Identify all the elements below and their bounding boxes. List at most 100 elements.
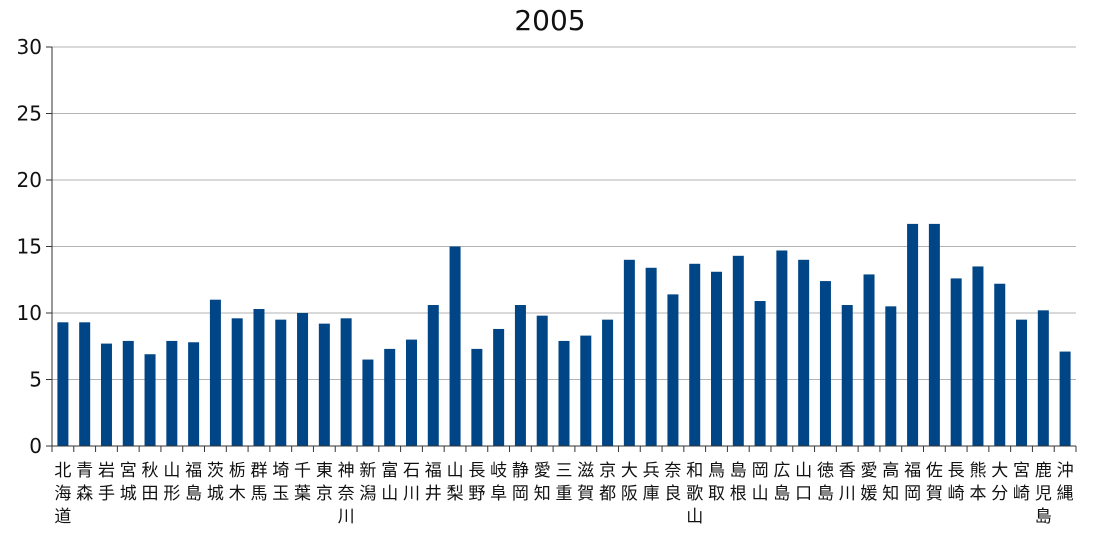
bar [275, 319, 287, 446]
x-tick-label: 宮城 [120, 461, 137, 504]
bar [384, 348, 396, 446]
bar [928, 223, 940, 446]
y-tick-label: 5 [29, 368, 42, 392]
x-tick-label: 山形 [163, 461, 180, 504]
x-tick-label: 長崎 [948, 461, 965, 504]
bar [427, 305, 439, 446]
x-tick-label: 宮崎 [1013, 461, 1030, 504]
x-tick-label: 東京 [316, 461, 333, 504]
y-tick-label: 25 [17, 102, 42, 126]
bar [994, 283, 1006, 446]
bar [558, 340, 570, 446]
x-tick-label: 福島 [185, 461, 202, 504]
bar [950, 278, 962, 446]
x-tick-label: 沖縄 [1057, 461, 1074, 504]
x-tick-label: 静岡 [512, 461, 529, 504]
bar [340, 318, 352, 446]
y-tick-label: 20 [17, 168, 42, 192]
bar [166, 340, 178, 446]
x-tick-label: 長野 [468, 461, 485, 504]
y-tick-label: 30 [17, 35, 42, 59]
x-tick-label: 鹿児島 [1035, 461, 1052, 527]
bar [580, 335, 592, 446]
bar [907, 223, 919, 446]
bar [863, 274, 875, 446]
bar [1016, 319, 1028, 446]
chart-title: 2005 [514, 4, 586, 37]
y-tick-label: 10 [17, 301, 42, 325]
x-tick-label: 兵庫 [643, 461, 660, 504]
x-tick-label: 広島 [773, 461, 790, 504]
bar [1037, 310, 1049, 446]
bar [449, 246, 461, 446]
x-tick-label: 栃木 [229, 461, 246, 504]
x-tick-label: 愛知 [534, 461, 551, 504]
x-tick-label: 秋田 [142, 461, 159, 504]
bar [79, 322, 91, 446]
bar [841, 305, 853, 446]
bar [297, 313, 309, 446]
x-tick-label: 三重 [556, 461, 573, 504]
x-tick-label: 鳥取 [708, 461, 725, 504]
x-tick-label: 富山 [381, 461, 398, 504]
x-tick-label: 滋賀 [577, 461, 594, 504]
x-tick-label: 石川 [403, 461, 420, 504]
x-tick-label: 熊本 [969, 461, 986, 504]
x-tick-label: 香川 [839, 461, 856, 504]
bar [602, 319, 614, 446]
x-tick-label: 大分 [991, 461, 1008, 504]
bar [493, 328, 505, 446]
x-tick-label: 群馬 [250, 461, 267, 504]
bar [536, 315, 548, 446]
x-tick-label: 神奈川 [338, 461, 355, 527]
bar [100, 343, 112, 446]
bar [231, 318, 243, 446]
x-tick-label: 青森 [76, 461, 93, 504]
x-tick-label: 和歌山 [686, 461, 703, 527]
x-tick-label: 佐賀 [926, 461, 943, 504]
bar [972, 266, 984, 446]
x-tick-label: 岐阜 [490, 461, 507, 504]
x-tick-label: 岩手 [98, 461, 115, 504]
bar [623, 259, 635, 446]
x-tick-label: 福井 [425, 461, 442, 504]
bar [209, 299, 221, 446]
x-tick-label: 茨城 [207, 461, 224, 504]
y-tick-label: 15 [17, 235, 42, 259]
x-tick-label: 山梨 [447, 461, 464, 504]
x-tick-label: 北海道 [54, 461, 71, 527]
x-tick-label: 埼玉 [272, 461, 289, 504]
bar [798, 259, 810, 446]
bar [689, 263, 701, 446]
bar [514, 305, 526, 446]
bar [711, 271, 723, 446]
bar [471, 348, 483, 446]
x-tick-label: 京都 [599, 461, 616, 504]
bar [405, 339, 417, 446]
bar [122, 340, 134, 446]
x-tick-label: 大阪 [621, 461, 638, 504]
bar [667, 294, 679, 446]
bar [253, 309, 265, 446]
bar [819, 281, 831, 446]
x-tick-label: 新潟 [359, 461, 376, 504]
x-tick-label: 高知 [882, 461, 899, 504]
bar [645, 267, 657, 446]
bar [1059, 351, 1071, 446]
bar [885, 306, 897, 446]
bar [318, 323, 330, 446]
bar [776, 250, 788, 446]
y-tick-label: 0 [29, 434, 42, 458]
x-tick-label: 山口 [795, 461, 812, 504]
x-tick-label: 徳島 [817, 461, 834, 504]
bar [754, 301, 766, 446]
x-tick-label: 奈良 [664, 461, 681, 504]
x-tick-label: 千葉 [294, 461, 311, 504]
bar [57, 322, 69, 446]
x-tick-label: 岡山 [752, 461, 769, 504]
x-tick-label: 愛媛 [861, 461, 878, 504]
bar [732, 255, 744, 446]
bar [188, 342, 200, 446]
